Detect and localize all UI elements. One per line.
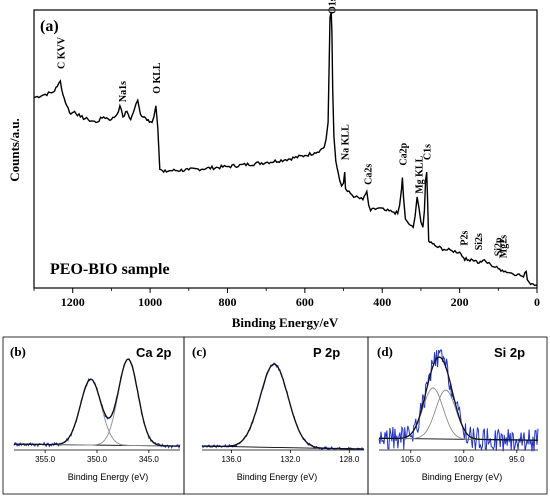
p2p-x-tick-label: 128.0 (339, 455, 360, 464)
si2p-x-tick-label: 105.0 (401, 455, 422, 464)
survey-peak-label: Ca2s (364, 164, 375, 185)
survey-series-line (33, 11, 537, 287)
ca2p-panel: (b) Ca 2p Binding Energy (eV) 355.0 350.0… (10, 344, 181, 482)
survey-peak-label: Mg KLL (415, 155, 426, 193)
survey-peak-label: Si2p (494, 237, 505, 256)
si2p-x-axis-label: Binding Energy (eV) (422, 472, 503, 482)
si2p-fit-envelope (378, 356, 538, 441)
survey-inset-text: PEO-BIO sample (50, 261, 170, 278)
si2p-measured-line (378, 349, 539, 452)
si2p-x-tick-label: 95.0 (509, 455, 525, 464)
p2p-panel-label: (c) (192, 344, 206, 359)
survey-y-axis-label: Counts/a.u. (7, 118, 22, 182)
survey-peak-label: O1s (328, 0, 339, 14)
p2p-x-tick-label: 136.0 (221, 455, 242, 464)
survey-x-tick-label: 400 (373, 295, 391, 309)
p2p-title: P 2p (313, 345, 340, 360)
ca2p-plot-area: 355.0 350.0 345.0 (13, 358, 181, 464)
p2p-x-axis-label: Binding Energy (eV) (237, 472, 318, 482)
p2p-x-tick-label: 132.0 (280, 455, 301, 464)
ca2p-title: Ca 2p (136, 345, 171, 360)
survey-x-axis-label: Binding Energy/eV (232, 315, 339, 330)
survey-x-tick-label: 0 (534, 295, 540, 309)
ca2p-x-tick-label: 350.0 (87, 455, 108, 464)
survey-peak-label: O KLL (152, 62, 163, 94)
survey-x-tick-label: 1000 (138, 295, 162, 309)
survey-peak-label: P2s (460, 230, 471, 245)
survey-peak-labels: C KVV Na1s O KLL O1s Na KLL Ca2s Ca2p Mg KLLC1s… (56, 0, 509, 258)
survey-x-tick-label: 600 (296, 295, 314, 309)
ca2p-x-axis-label: Binding Energy (eV) (68, 472, 149, 482)
survey-peak-label: Si2s (474, 233, 485, 250)
ca2p-component-2 (14, 358, 180, 447)
si2p-panel-box (367, 336, 548, 495)
survey-panel-label: (a) (40, 18, 59, 35)
p2p-fit-envelope (202, 363, 364, 450)
survey-peak-label: Na1s (118, 81, 129, 102)
p2p-measured-line (201, 362, 365, 451)
ca2p-fit-envelope (14, 358, 180, 447)
p2p-panel: (c) P 2p Binding Energy (eV) 136.0 132.0 1… (192, 344, 365, 482)
survey-x-ticks: 1200 1000 800 600 400 200 0 (33, 288, 540, 309)
ca2p-measured-line (13, 358, 181, 450)
survey-peak-label: C KVV (56, 36, 67, 69)
ca2p-panel-label: (b) (10, 344, 26, 359)
survey-x-tick-label: 1200 (61, 295, 85, 309)
survey-plot-frame (33, 9, 538, 289)
survey-x-tick-label: 800 (218, 295, 236, 309)
si2p-x-tick-label: 100.0 (454, 455, 475, 464)
survey-peak-label: C1s (423, 144, 434, 160)
si2p-title: Si 2p (494, 345, 525, 360)
si2p-plot-area: 105.0 100.0 95.0 (378, 349, 539, 464)
survey-x-tick-label: 200 (451, 295, 469, 309)
p2p-panel-box (183, 336, 369, 495)
survey-peak-label: Mg2s (499, 235, 510, 258)
ca2p-x-tick-label: 345.0 (139, 455, 160, 464)
ca2p-x-tick-label: 355.0 (35, 455, 56, 464)
survey-peak-label: Na KLL (341, 124, 352, 160)
si2p-panel-label: (d) (377, 344, 393, 359)
p2p-plot-area: 136.0 132.0 128.0 (201, 362, 365, 464)
ca2p-panel-box (2, 336, 185, 495)
si2p-panel: (d) Si 2p Binding Energy (eV) 105.0 100.0… (377, 344, 539, 482)
survey-panel: (a) PEO-BIO sample Binding Energy/eV Cou… (7, 0, 540, 330)
survey-peak-label: Ca2p (398, 142, 409, 165)
